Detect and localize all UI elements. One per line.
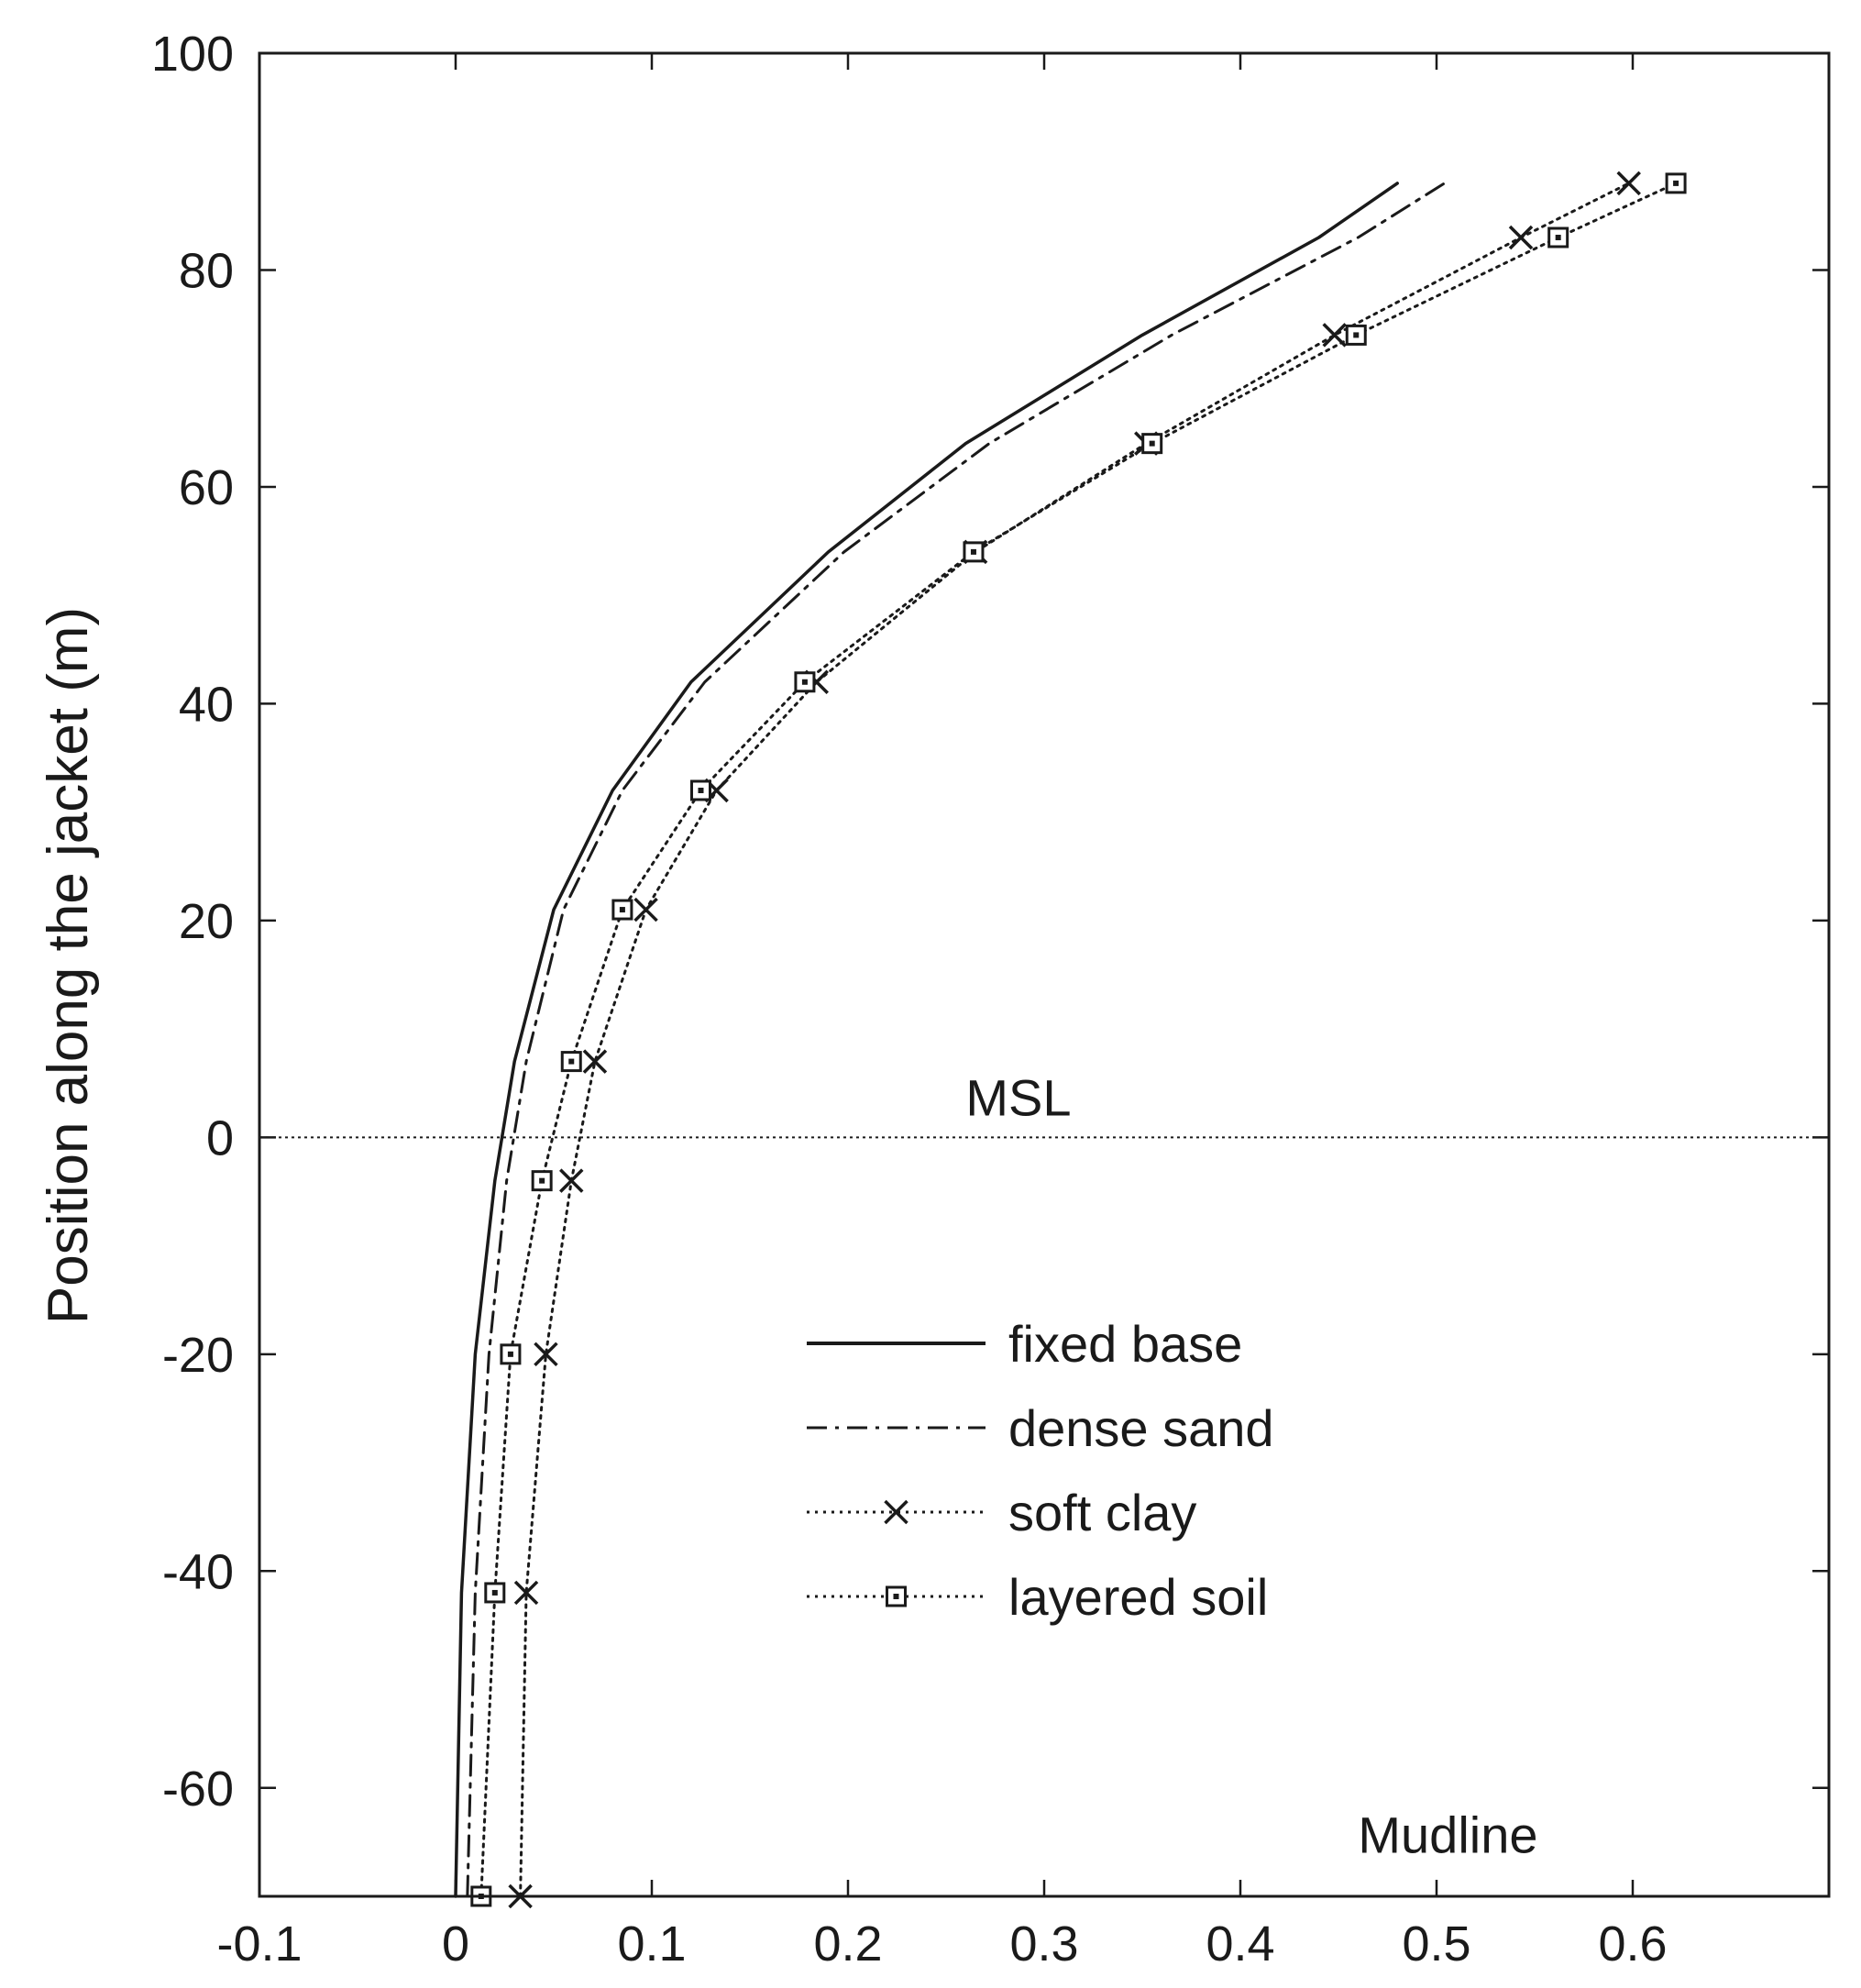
x-tick-label: 0.1 (617, 1916, 686, 1971)
data-point-layered-soil (500, 1343, 522, 1365)
square-marker-dot (507, 1351, 513, 1357)
y-tick-label: 100 (151, 27, 234, 82)
x-marker-icon (559, 1168, 584, 1193)
x-marker-icon (1508, 225, 1534, 250)
data-point-soft-clay (513, 1580, 539, 1606)
data-point-layered-soil (1345, 324, 1367, 346)
data-point-layered-soil (1665, 172, 1687, 194)
data-point-layered-soil (1141, 433, 1163, 455)
square-marker-dot (1673, 180, 1679, 186)
x-marker-icon (884, 1499, 908, 1525)
x-tick-label: 0.5 (1402, 1916, 1470, 1971)
legend: fixed base dense sand soft clay layered soi… (807, 1315, 1274, 1626)
data-point-soft-clay (534, 1342, 558, 1367)
data-point-layered-soil (531, 1170, 553, 1192)
y-tick-label: 40 (179, 677, 234, 732)
y-axis-label: Position along the jacket (m) (37, 607, 100, 1324)
legend-label-soft-clay: soft clay (1008, 1484, 1196, 1541)
annotation-msl: MSL (965, 1069, 1071, 1127)
data-point-layered-soil (484, 1582, 506, 1604)
y-tick-label: 60 (179, 460, 234, 515)
legend-label-layered-soil: layered soil (1008, 1568, 1268, 1626)
annotation-group: MSL Mudline (965, 1069, 1537, 1864)
square-marker-dot (1149, 440, 1155, 447)
legend-marker-soft-clay (884, 1499, 908, 1525)
legend-marker-layered-soil (886, 1585, 907, 1607)
series-group (454, 171, 1687, 1909)
data-point-soft-clay (633, 897, 658, 922)
data-point-soft-clay (1616, 171, 1641, 196)
square-marker-dot (491, 1589, 498, 1596)
x-tick-label: 0.4 (1206, 1916, 1274, 1971)
y-tick-label: -40 (162, 1544, 234, 1599)
data-point-soft-clay (559, 1168, 584, 1193)
square-marker-dot (539, 1177, 545, 1184)
square-marker-dot (970, 548, 976, 555)
data-point-layered-soil (560, 1051, 582, 1073)
data-point-layered-soil (1547, 226, 1569, 248)
y-tick-label: 80 (179, 243, 234, 298)
series-line-dense-sand (466, 182, 1447, 1898)
y-tick-label: 20 (179, 894, 234, 949)
square-marker-dot (1353, 332, 1360, 338)
square-marker-dot (801, 679, 808, 685)
data-point-soft-clay (1508, 225, 1534, 250)
square-marker-dot (1555, 235, 1561, 240)
legend-label-dense-sand: dense sand (1008, 1399, 1274, 1457)
data-point-soft-clay (582, 1049, 608, 1074)
x-marker-icon (582, 1049, 608, 1074)
data-point-layered-soil (611, 899, 633, 921)
annotation-mudline: Mudline (1358, 1806, 1537, 1864)
square-marker-dot (893, 1594, 899, 1599)
x-marker-icon (1616, 171, 1641, 196)
x-tick-label: 0.6 (1598, 1916, 1667, 1971)
square-marker-dot (698, 788, 704, 793)
data-point-layered-soil (963, 541, 985, 563)
data-point-layered-soil (794, 671, 816, 693)
x-tick-label: -0.1 (216, 1916, 302, 1971)
y-tick-label: -20 (162, 1328, 234, 1383)
y-tick-label: -60 (162, 1762, 234, 1817)
x-marker-icon (513, 1580, 539, 1606)
x-marker-icon (633, 897, 658, 922)
series-line-fixed-base (454, 182, 1399, 1898)
square-marker-dot (568, 1058, 575, 1065)
x-tick-label: 0.2 (813, 1916, 882, 1971)
ticks-group: -0.1 0 0.1 0.2 0.3 0.4 0.5 0.6 -60 -40 -20 0 20 40 60 8… (151, 27, 1829, 1971)
legend-label-fixed-base: fixed base (1008, 1315, 1242, 1373)
square-marker-dot (619, 907, 625, 913)
data-point-layered-soil (690, 779, 711, 801)
y-tick-label: 0 (206, 1110, 234, 1165)
x-tick-label: 0.3 (1009, 1916, 1078, 1971)
plot-frame (258, 51, 1831, 1898)
x-marker-icon (534, 1342, 558, 1367)
x-tick-label: 0 (442, 1916, 469, 1971)
